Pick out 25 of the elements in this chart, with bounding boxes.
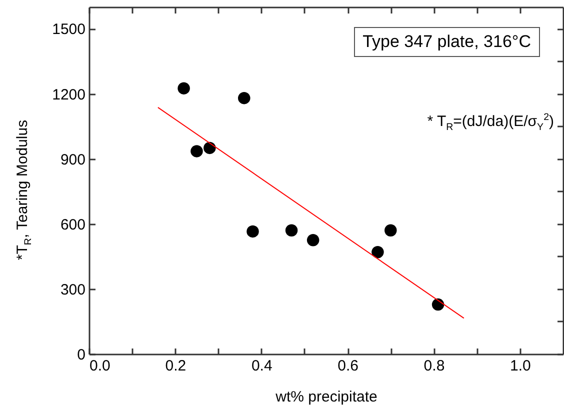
x-tick-label: 0.6 — [338, 358, 358, 374]
point — [178, 82, 190, 94]
x-tick-label: 0.0 — [90, 358, 110, 374]
x-axis-title: wt% precipitate — [274, 388, 378, 406]
annotation: Type 347 plate, 316°C — [354, 27, 540, 57]
point — [432, 298, 444, 311]
annotation: * T$_{R}$=(dJ/da)(E/σ$_{Y}$$^{2}$) — [427, 112, 554, 133]
x-tick-label: 0.4 — [251, 358, 272, 374]
point — [285, 224, 298, 236]
x-tick-label: 0.8 — [424, 358, 445, 374]
y-tick-label: 900 — [60, 151, 86, 168]
y-tick-label: 1200 — [52, 86, 86, 104]
point — [246, 225, 259, 238]
point — [190, 145, 203, 158]
y-tick-label: 0 — [77, 346, 86, 364]
point — [372, 246, 384, 258]
y-tick-label: 600 — [60, 216, 86, 234]
point — [238, 92, 250, 104]
point — [306, 234, 320, 246]
point — [204, 142, 216, 154]
x-tick-label: 0.2 — [165, 358, 186, 374]
point — [384, 224, 397, 236]
x-tick-label: 1.0 — [510, 358, 531, 374]
y-tick-label: 300 — [60, 281, 86, 298]
y-tick-label: 1500 — [52, 21, 86, 38]
